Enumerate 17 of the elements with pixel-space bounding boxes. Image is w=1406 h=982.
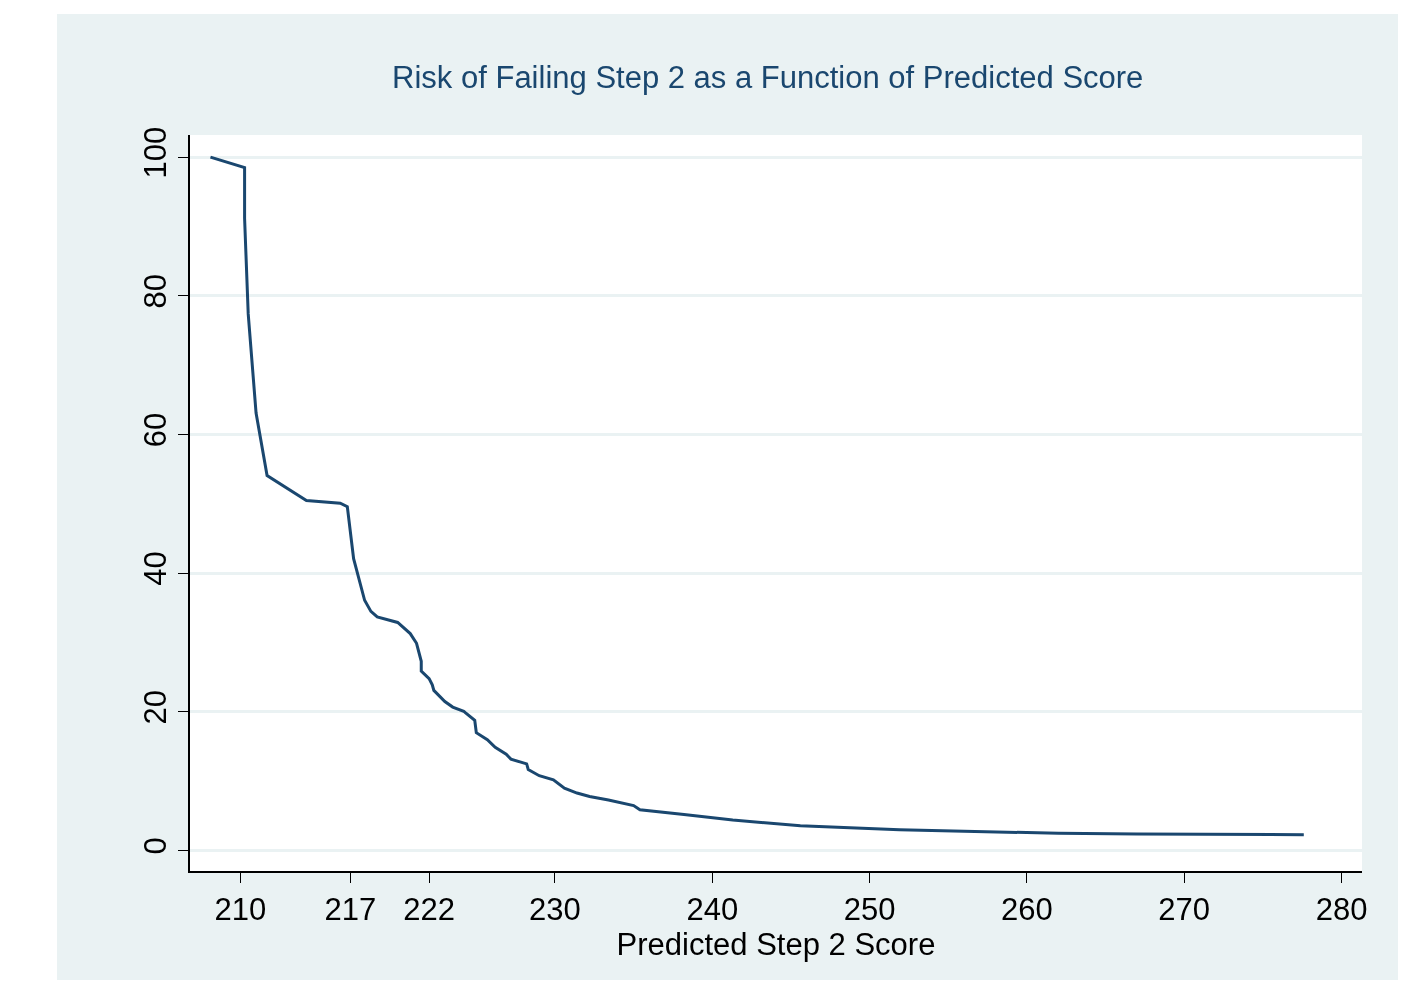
x-tick-label: 280 [1315, 891, 1368, 927]
x-tick-label: 210 [214, 891, 267, 927]
x-tick-label: 230 [529, 891, 581, 927]
y-tick-label: 100 [137, 126, 173, 179]
x-axis-title: Predicted Step 2 Score [616, 926, 936, 962]
y-tick-label: 40 [137, 551, 173, 586]
x-tick-label: 260 [1001, 891, 1053, 927]
y-tick-label: 20 [137, 690, 173, 725]
y-tick-label: 60 [137, 412, 173, 448]
x-tick-label: 270 [1158, 891, 1211, 927]
y-tick-label: 80 [137, 273, 173, 309]
x-tick-label: 250 [843, 891, 896, 927]
x-tick-label: 222 [403, 891, 455, 927]
y-tick-label: 0 [137, 837, 173, 855]
x-tick-label: 217 [324, 891, 377, 927]
chart-title: Risk of Failing Step 2 as a Function of Predicted Score [392, 59, 1144, 95]
x-tick-label: 240 [686, 891, 739, 927]
